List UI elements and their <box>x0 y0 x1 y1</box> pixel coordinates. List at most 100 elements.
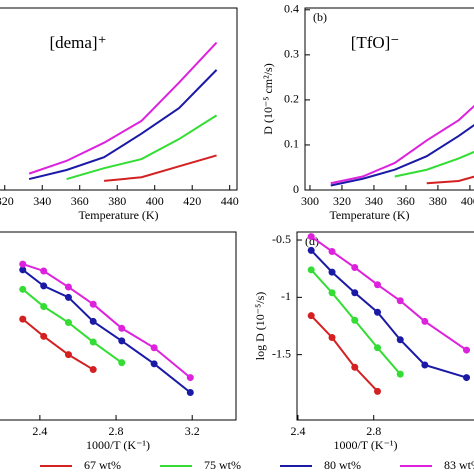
data-point <box>64 283 72 291</box>
data-point <box>118 324 126 332</box>
data-point <box>351 289 359 297</box>
x-tick-label: 340 <box>365 194 383 208</box>
y-tick-label: 0.1 <box>284 137 299 151</box>
plot-frame <box>296 231 474 421</box>
series-line <box>22 263 191 379</box>
data-point <box>396 336 404 344</box>
data-point <box>118 359 126 367</box>
series-line <box>426 175 474 185</box>
data-point <box>307 266 315 274</box>
data-point <box>307 233 315 241</box>
x-tick-label: 300 <box>301 194 319 208</box>
data-point <box>351 363 359 371</box>
data-point <box>186 388 194 396</box>
x-tick-label: 2.4 <box>32 424 47 438</box>
legend-label: 67 wt% <box>84 458 121 472</box>
legend-label: 83 wt% <box>444 458 474 472</box>
series-line <box>66 114 218 181</box>
series-line <box>28 41 218 175</box>
data-point <box>40 332 48 340</box>
data-point <box>374 308 382 316</box>
series-line <box>394 150 474 178</box>
data-point <box>40 303 48 311</box>
data-point <box>307 312 315 320</box>
plot-frame <box>304 7 474 191</box>
data-point <box>374 281 382 289</box>
data-point <box>19 260 27 268</box>
data-point <box>89 366 97 374</box>
series-line <box>330 104 474 185</box>
y-axis-label: D (10⁻⁵ cm²/s) <box>261 63 275 134</box>
data-point <box>374 344 382 352</box>
series-line <box>310 314 379 393</box>
panel-title: [dema]⁺ <box>49 33 106 52</box>
data-point <box>374 387 382 395</box>
data-point <box>89 338 97 346</box>
legend-label: 80 wt% <box>324 458 361 472</box>
x-tick-label: 320 <box>0 194 14 208</box>
y-tick-label: -1 <box>281 289 291 303</box>
data-point <box>328 268 336 276</box>
data-point <box>40 267 48 275</box>
x-tick-label: 2.8 <box>366 424 381 438</box>
data-point <box>64 351 72 359</box>
series-line <box>22 269 191 394</box>
data-point <box>463 374 471 382</box>
data-point <box>64 293 72 301</box>
y-axis-label: log D (10⁻⁵/s) <box>253 292 267 361</box>
x-tick-label: 2.8 <box>109 424 124 438</box>
data-point <box>328 247 336 255</box>
data-point <box>396 297 404 305</box>
panel-label: (b) <box>313 10 327 24</box>
x-tick-label: 380 <box>108 194 126 208</box>
x-tick-label: 360 <box>71 194 89 208</box>
y-tick-label: 0.3 <box>284 47 299 61</box>
x-axis-label: 1000/T (K⁻¹) <box>333 438 397 452</box>
x-axis-label: Temperature (K) <box>329 208 409 222</box>
y-tick-label: 0.4 <box>284 2 299 16</box>
data-point <box>19 285 27 293</box>
data-point <box>396 370 404 378</box>
data-point <box>186 374 194 382</box>
data-point <box>351 264 359 272</box>
x-tick-label: 3.2 <box>185 424 200 438</box>
data-point <box>89 317 97 325</box>
data-point <box>421 361 429 369</box>
series-line <box>28 69 218 181</box>
x-tick-label: 420 <box>183 194 201 208</box>
series-line <box>22 318 94 371</box>
data-point <box>307 246 315 254</box>
x-tick-label: 440 <box>221 194 239 208</box>
series-line <box>330 123 474 187</box>
data-point <box>118 337 126 345</box>
x-axis-label: 1000/T (K⁻¹) <box>86 438 150 452</box>
series-line <box>310 249 467 379</box>
x-tick-label: 340 <box>33 194 51 208</box>
x-tick-label: 320 <box>333 194 351 208</box>
legend-label: 75 wt% <box>204 458 241 472</box>
plot-frame <box>0 231 237 421</box>
data-point <box>89 300 97 308</box>
data-point <box>328 333 336 341</box>
plot-frame <box>0 7 238 191</box>
panel-title: [TfO]⁻ <box>351 33 400 52</box>
data-point <box>463 346 471 354</box>
x-tick-label: 380 <box>429 194 447 208</box>
x-tick-label: 400 <box>146 194 164 208</box>
y-tick-label: 0.2 <box>284 92 299 106</box>
data-point <box>19 266 27 274</box>
series-line <box>104 154 217 182</box>
data-point <box>150 344 158 352</box>
data-point <box>328 289 336 297</box>
x-tick-label: 2.4 <box>290 424 305 438</box>
x-tick-label: 360 <box>397 194 415 208</box>
y-tick-label: 0 <box>293 182 299 196</box>
x-axis-label: Temperature (K) <box>78 208 158 222</box>
data-point <box>421 317 429 325</box>
y-tick-label: -1.5 <box>272 346 291 360</box>
data-point <box>40 282 48 290</box>
data-point <box>19 315 27 323</box>
x-tick-label: 400 <box>461 194 474 208</box>
data-point <box>150 360 158 368</box>
y-tick-label: -0.5 <box>272 232 291 246</box>
